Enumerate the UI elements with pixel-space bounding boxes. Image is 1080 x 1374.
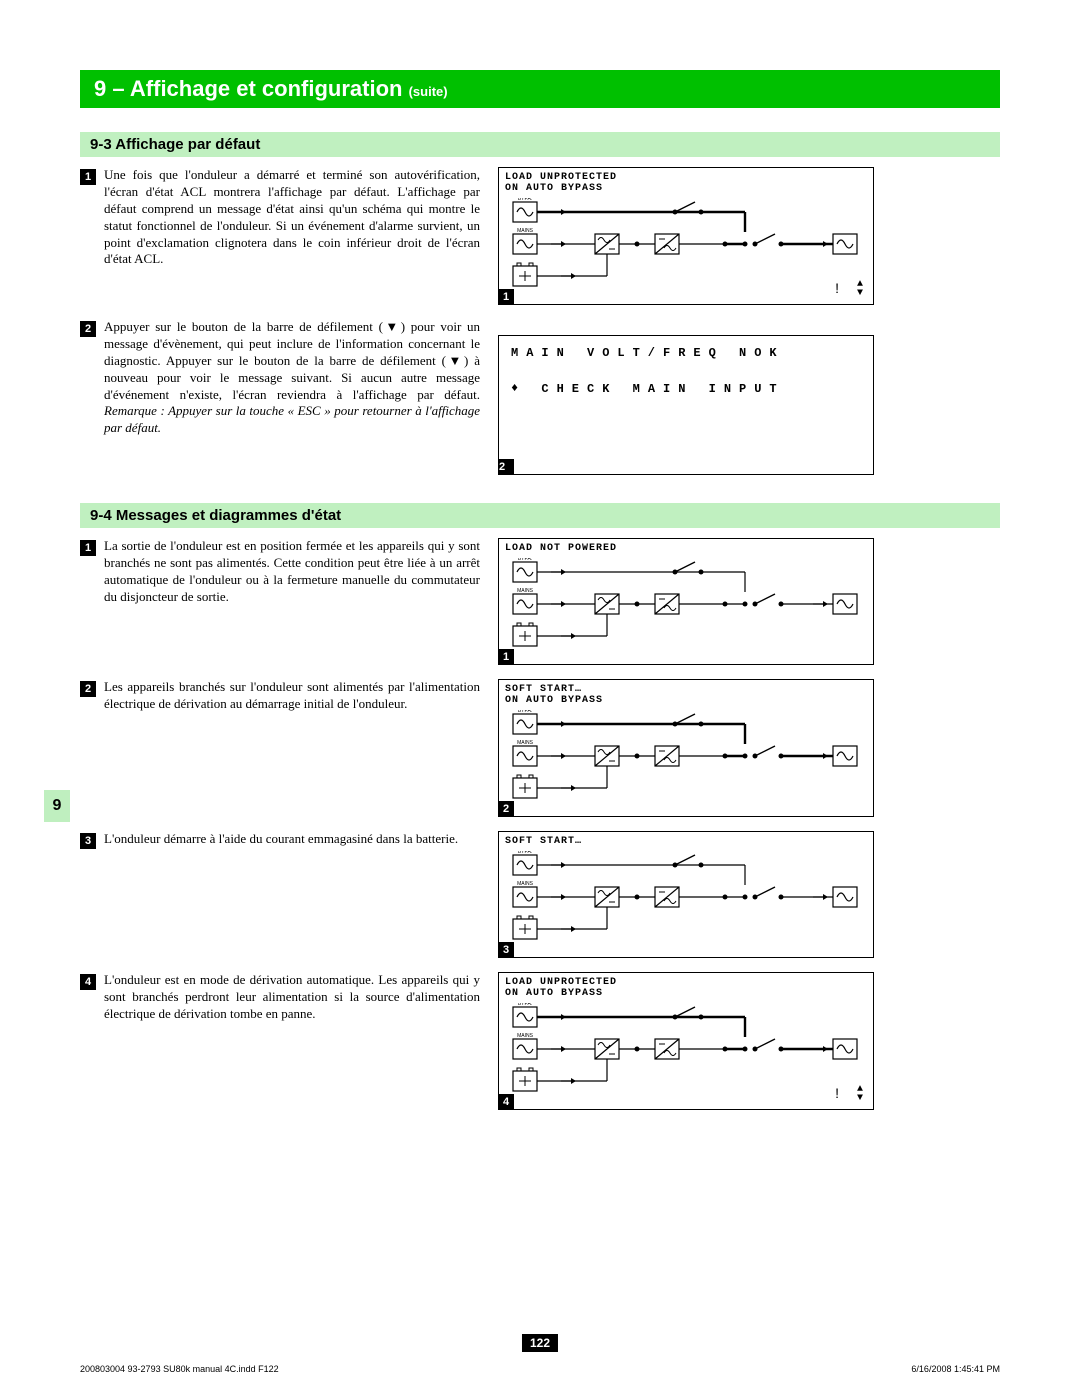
bullet-2: 2: [80, 681, 96, 697]
scroll-arrows-icon: ▲▼: [857, 280, 863, 298]
chapter-title: Affichage et configuration: [130, 76, 403, 101]
page-number: 122: [522, 1334, 558, 1352]
diag-line1: LOAD UNPROTECTED: [505, 977, 867, 988]
para-93-2: Appuyer sur le bouton de la barre de déf…: [104, 319, 480, 437]
row-94-1: 1 La sortie de l'onduleur est en position…: [80, 538, 1000, 665]
section-94-body: 1 La sortie de l'onduleur est en position…: [80, 538, 1000, 1110]
chapter-header: 9 – Affichage et configuration (suite): [80, 70, 1000, 108]
svg-text:BYPA.: BYPA.: [518, 198, 532, 202]
row-94-3: 3 L'onduleur démarre à l'aide du courant …: [80, 831, 1000, 958]
diag-corner: 1: [498, 289, 514, 305]
schematic-svg: BYPA. MAINS: [505, 1003, 867, 1103]
section-94-header: 9-4 Messages et diagrammes d'état: [80, 503, 1000, 528]
svg-text:BYPA.: BYPA.: [518, 710, 532, 714]
diag-corner: 2: [498, 801, 514, 817]
diagram-93-1: LOAD UNPROTECTED ON AUTO BYPASS BYPA. MAI…: [498, 167, 874, 305]
row-94-2: 2 Les appareils branchés sur l'onduleur s…: [80, 679, 1000, 817]
footer-left: 200803004 93-2793 SU80k manual 4C.indd F…: [80, 1364, 279, 1374]
event-box: MAIN VOLT/FREQ NOK ♦ CHECK MAIN INPUT 2: [498, 335, 874, 475]
para-94-1: La sortie de l'onduleur est en position …: [104, 538, 480, 606]
para-94-3: L'onduleur démarre à l'aide du courant e…: [104, 831, 458, 849]
bullet-2: 2: [80, 321, 96, 337]
diag-corner: 1: [498, 649, 514, 665]
diag-line2: ON AUTO BYPASS: [505, 183, 867, 194]
bullet-1: 1: [80, 540, 96, 556]
alert-icon: !: [835, 280, 839, 296]
schematic-svg: BYPA. MAINS: [505, 198, 867, 298]
event-corner: 2: [498, 459, 514, 475]
page: 9 – Affichage et configuration (suite) 9…: [80, 70, 1000, 1304]
diag-line2: ON AUTO BYPASS: [505, 988, 867, 999]
scroll-arrows-icon: ▲▼: [857, 1085, 863, 1103]
svg-text:BYPA.: BYPA.: [518, 851, 532, 855]
svg-text:BYPA.: BYPA.: [518, 558, 532, 562]
diagram-94-1: LOAD NOT POWERED BYPA. MAINS 1: [498, 538, 874, 665]
event-line2: ♦ CHECK MAIN INPUT: [511, 382, 861, 396]
diag-corner: 3: [498, 942, 514, 958]
para-93-2-note: Remarque : Appuyer sur la touche « ESC »…: [104, 403, 480, 435]
schematic-svg: BYPA. MAINS: [505, 558, 867, 658]
diagram-94-2: SOFT START…ON AUTO BYPASS BYPA. MAINS 2: [498, 679, 874, 817]
diag-line1: SOFT START…: [505, 684, 867, 695]
row-94-4: 4 L'onduleur est en mode de dérivation au…: [80, 972, 1000, 1110]
para-94-4: L'onduleur est en mode de dérivation aut…: [104, 972, 480, 1023]
schematic-svg: BYPA. MAINS: [505, 710, 867, 810]
diag-line1: LOAD NOT POWERED: [505, 543, 867, 554]
svg-text:MAINS: MAINS: [517, 1033, 534, 1039]
svg-text:MAINS: MAINS: [517, 881, 534, 887]
svg-text:BYPA.: BYPA.: [518, 1003, 532, 1007]
side-tab: 9: [44, 790, 70, 822]
diag-line2: ON AUTO BYPASS: [505, 695, 867, 706]
bullet-1: 1: [80, 169, 96, 185]
event-line2-text: CHECK MAIN INPUT: [541, 382, 784, 396]
para-94-2: Les appareils branchés sur l'onduleur so…: [104, 679, 480, 713]
footer-right: 6/16/2008 1:45:41 PM: [911, 1364, 1000, 1374]
diagram-94-4: LOAD UNPROTECTEDON AUTO BYPASS BYPA. MAINS…: [498, 972, 874, 1110]
rhombus-icon: ♦: [511, 381, 526, 395]
event-line1: MAIN VOLT/FREQ NOK: [511, 346, 861, 360]
svg-text:MAINS: MAINS: [517, 228, 534, 234]
bullet-4: 4: [80, 974, 96, 990]
para-93-2-text: Appuyer sur le bouton de la barre de déf…: [104, 319, 480, 402]
schematic-svg: BYPA. MAINS: [505, 851, 867, 951]
section-93-header: 9-3 Affichage par défaut: [80, 132, 1000, 157]
chapter-suite: (suite): [409, 84, 448, 99]
diag-line1: LOAD UNPROTECTED: [505, 172, 867, 183]
chapter-number: 9: [94, 76, 106, 101]
svg-text:MAINS: MAINS: [517, 740, 534, 746]
diag-line1: SOFT START…: [505, 836, 867, 847]
bullet-3: 3: [80, 833, 96, 849]
diag-corner: 4: [498, 1094, 514, 1110]
svg-text:MAINS: MAINS: [517, 588, 534, 594]
diagram-94-3: SOFT START… BYPA. MAINS 3: [498, 831, 874, 958]
para-93-1: Une fois que l'onduleur a démarré et ter…: [104, 167, 480, 268]
alert-icon: !: [835, 1085, 839, 1101]
